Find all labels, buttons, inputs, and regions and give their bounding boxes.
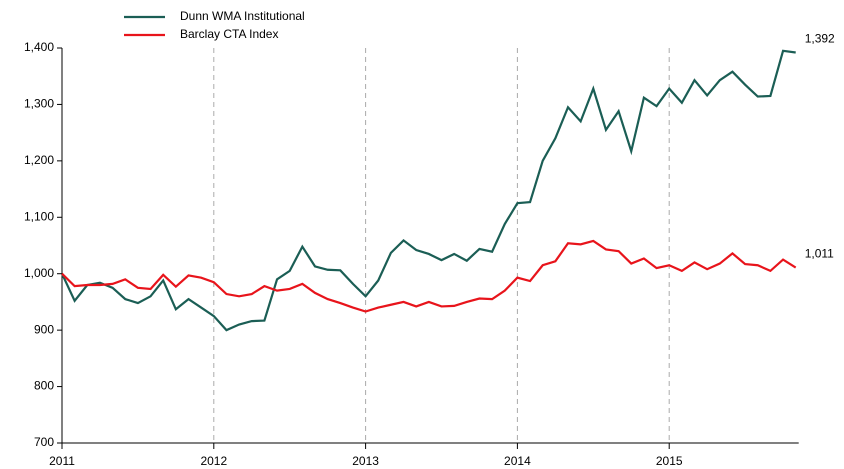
x-tick-label: 2015	[656, 454, 683, 468]
y-tick-label: 1,400	[24, 40, 54, 54]
data-label: 1,011	[805, 247, 834, 261]
legend-label: Barclay CTA Index	[180, 27, 278, 41]
series-line	[61, 239, 797, 313]
x-tick-label: 2012	[200, 454, 227, 468]
data-label: 1,392	[805, 32, 835, 46]
legend-label: Dunn WMA Institutional	[180, 9, 305, 23]
y-tick-label: 1,100	[24, 209, 54, 223]
y-tick-label: 900	[34, 322, 54, 336]
x-tick-label: 2013	[352, 454, 379, 468]
y-tick-label: 800	[34, 379, 54, 393]
x-tick-label: 2011	[49, 454, 75, 468]
series-line	[61, 49, 796, 332]
y-tick-label: 1,000	[24, 266, 54, 280]
y-tick-label: 1,200	[24, 153, 54, 167]
x-tick-label: 2014	[504, 454, 531, 468]
y-tick-label: 700	[34, 435, 54, 449]
y-tick-label: 1,300	[24, 97, 54, 111]
